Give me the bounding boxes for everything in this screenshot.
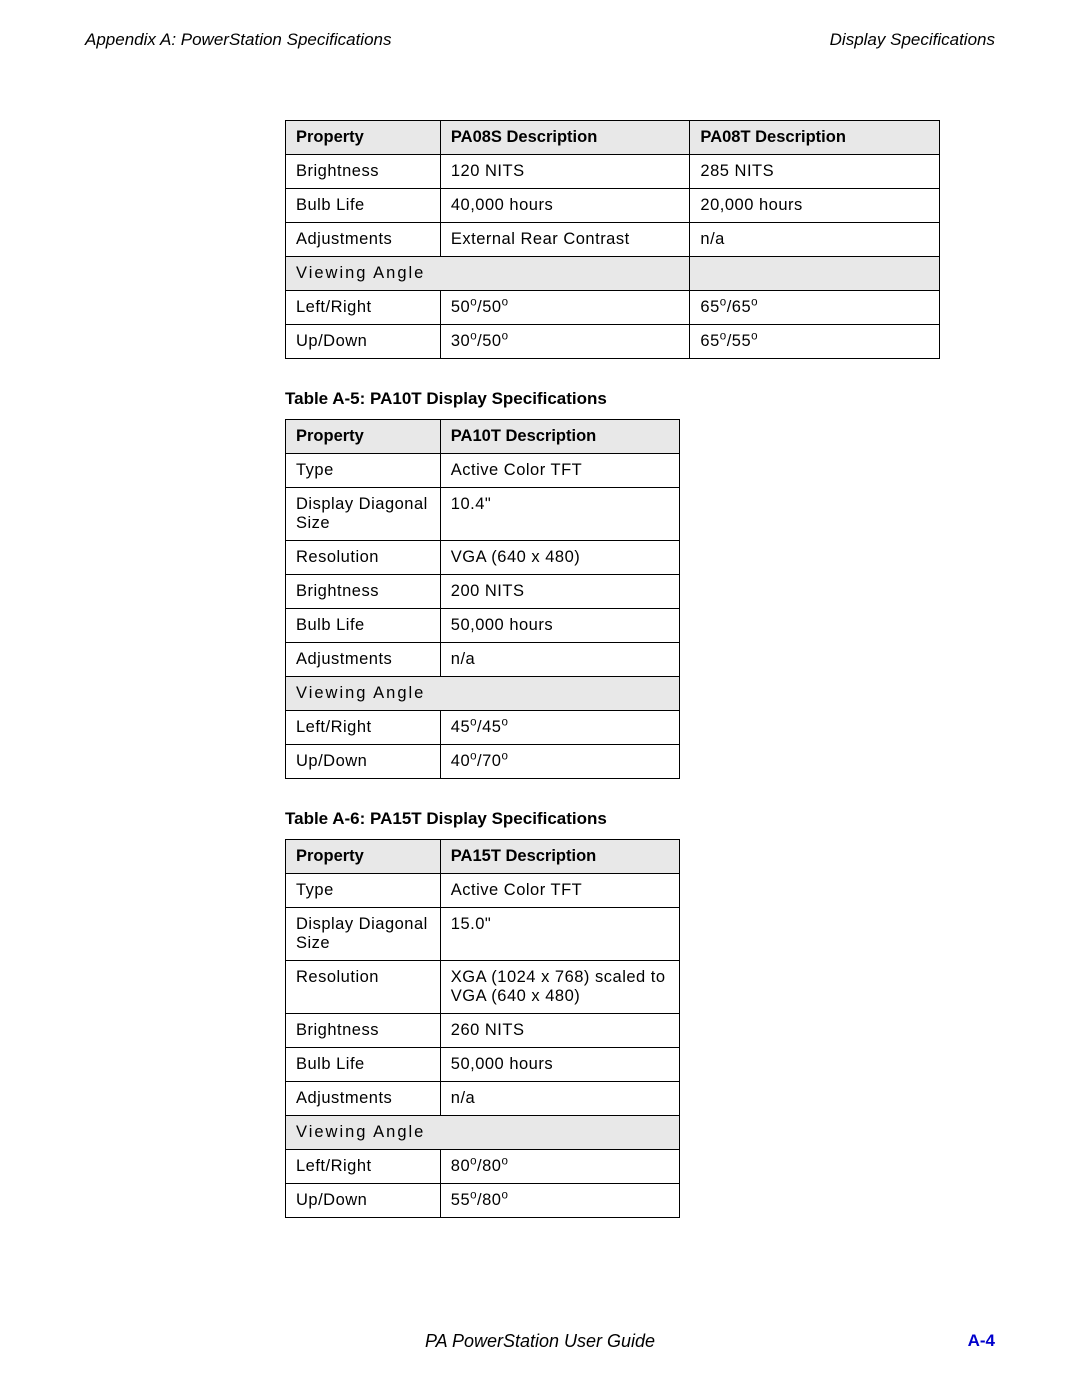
page-header: Appendix A: PowerStation Specifications … [85,30,995,50]
page-footer: PA PowerStation User Guide A-4 [85,1331,995,1352]
table-cell: Type [286,874,441,908]
table-cell: 80o/80o [440,1150,679,1184]
col-pa08s: PA08S Description [440,121,690,155]
table-row: Up/Down55o/80o [286,1184,680,1218]
table-cell: Adjustments [286,223,441,257]
table-row: TypeActive Color TFT [286,874,680,908]
table-row: Viewing Angle [286,677,680,711]
table-cell: External Rear Contrast [440,223,690,257]
table-row: Brightness200 NITS [286,575,680,609]
table-cell: Bulb Life [286,1048,441,1082]
table-cell: Left/Right [286,711,441,745]
table-pa10t: Property PA10T Description TypeActive Co… [285,419,680,779]
table-cell: Brightness [286,575,441,609]
table-caption-a6: Table A-6: PA15T Display Specifications [285,809,940,829]
table-cell: Resolution [286,961,441,1014]
col-pa08t: PA08T Description [690,121,940,155]
table-cell [690,257,940,291]
content-area: Property PA08S Description PA08T Descrip… [285,120,940,1218]
header-left: Appendix A: PowerStation Specifications [85,30,392,50]
table-row: Display Diagonal Size15.0" [286,908,680,961]
table-cell: Type [286,454,441,488]
table-row: Brightness120 NITS285 NITS [286,155,940,189]
table-row: Left/Right50o/50o65o/65o [286,291,940,325]
table-cell: 50,000 hours [440,609,679,643]
table-cell: Up/Down [286,745,441,779]
table-cell: n/a [690,223,940,257]
table-cell: Brightness [286,1014,441,1048]
table-cell: Active Color TFT [440,874,679,908]
table-cell: 285 NITS [690,155,940,189]
footer-title: PA PowerStation User Guide [425,1331,655,1352]
footer-page-number: A-4 [968,1331,995,1351]
table-row: Left/Right45o/45o [286,711,680,745]
col-property: Property [286,840,441,874]
table-cell: Viewing Angle [286,257,690,291]
table-cell: Bulb Life [286,189,441,223]
table-header-row: Property PA10T Description [286,420,680,454]
table-cell: XGA (1024 x 768) scaled to VGA (640 x 48… [440,961,679,1014]
table-cell: 45o/45o [440,711,679,745]
table-row: Bulb Life50,000 hours [286,1048,680,1082]
col-property: Property [286,420,441,454]
table-cell: 65o/65o [690,291,940,325]
table-cell: Active Color TFT [440,454,679,488]
table-row: Brightness260 NITS [286,1014,680,1048]
table-row: Bulb Life40,000 hours20,000 hours [286,189,940,223]
table-cell: Viewing Angle [286,1116,680,1150]
table-cell: Up/Down [286,1184,441,1218]
table-cell: 50o/50o [440,291,690,325]
table-row: Up/Down40o/70o [286,745,680,779]
table-cell: 65o/55o [690,325,940,359]
table-cell: n/a [440,1082,679,1116]
table-cell: Bulb Life [286,609,441,643]
table-pa08: Property PA08S Description PA08T Descrip… [285,120,940,359]
table-row: Viewing Angle [286,257,940,291]
table-cell: n/a [440,643,679,677]
table-cell: Left/Right [286,1150,441,1184]
table-row: ResolutionVGA (640 x 480) [286,541,680,575]
table-cell: Resolution [286,541,441,575]
col-pa10t: PA10T Description [440,420,679,454]
table-row: TypeActive Color TFT [286,454,680,488]
table-cell: VGA (640 x 480) [440,541,679,575]
table-header-row: Property PA15T Description [286,840,680,874]
table-row: Display Diagonal Size10.4" [286,488,680,541]
table-row: ResolutionXGA (1024 x 768) scaled to VGA… [286,961,680,1014]
table-cell: 15.0" [440,908,679,961]
table-cell: 10.4" [440,488,679,541]
table-row: Bulb Life50,000 hours [286,609,680,643]
table-cell: 40,000 hours [440,189,690,223]
table-caption-a5: Table A-5: PA10T Display Specifications [285,389,940,409]
table-row: Up/Down30o/50o65o/55o [286,325,940,359]
table-cell: 260 NITS [440,1014,679,1048]
col-pa15t: PA15T Description [440,840,679,874]
table-cell: Adjustments [286,1082,441,1116]
table-cell: 120 NITS [440,155,690,189]
table-cell: Up/Down [286,325,441,359]
header-right: Display Specifications [830,30,995,50]
table-cell: 30o/50o [440,325,690,359]
table-cell: 20,000 hours [690,189,940,223]
table-header-row: Property PA08S Description PA08T Descrip… [286,121,940,155]
table-cell: Brightness [286,155,441,189]
col-property: Property [286,121,441,155]
table-cell: Adjustments [286,643,441,677]
table-row: AdjustmentsExternal Rear Contrastn/a [286,223,940,257]
table-cell: Display Diagonal Size [286,488,441,541]
table-row: Adjustmentsn/a [286,643,680,677]
table-cell: 40o/70o [440,745,679,779]
table-row: Viewing Angle [286,1116,680,1150]
table-cell: 200 NITS [440,575,679,609]
table-row: Left/Right80o/80o [286,1150,680,1184]
table-cell: 55o/80o [440,1184,679,1218]
table-cell: Left/Right [286,291,441,325]
table-cell: Viewing Angle [286,677,680,711]
table-row: Adjustmentsn/a [286,1082,680,1116]
table-cell: 50,000 hours [440,1048,679,1082]
table-pa15t: Property PA15T Description TypeActive Co… [285,839,680,1218]
table-cell: Display Diagonal Size [286,908,441,961]
